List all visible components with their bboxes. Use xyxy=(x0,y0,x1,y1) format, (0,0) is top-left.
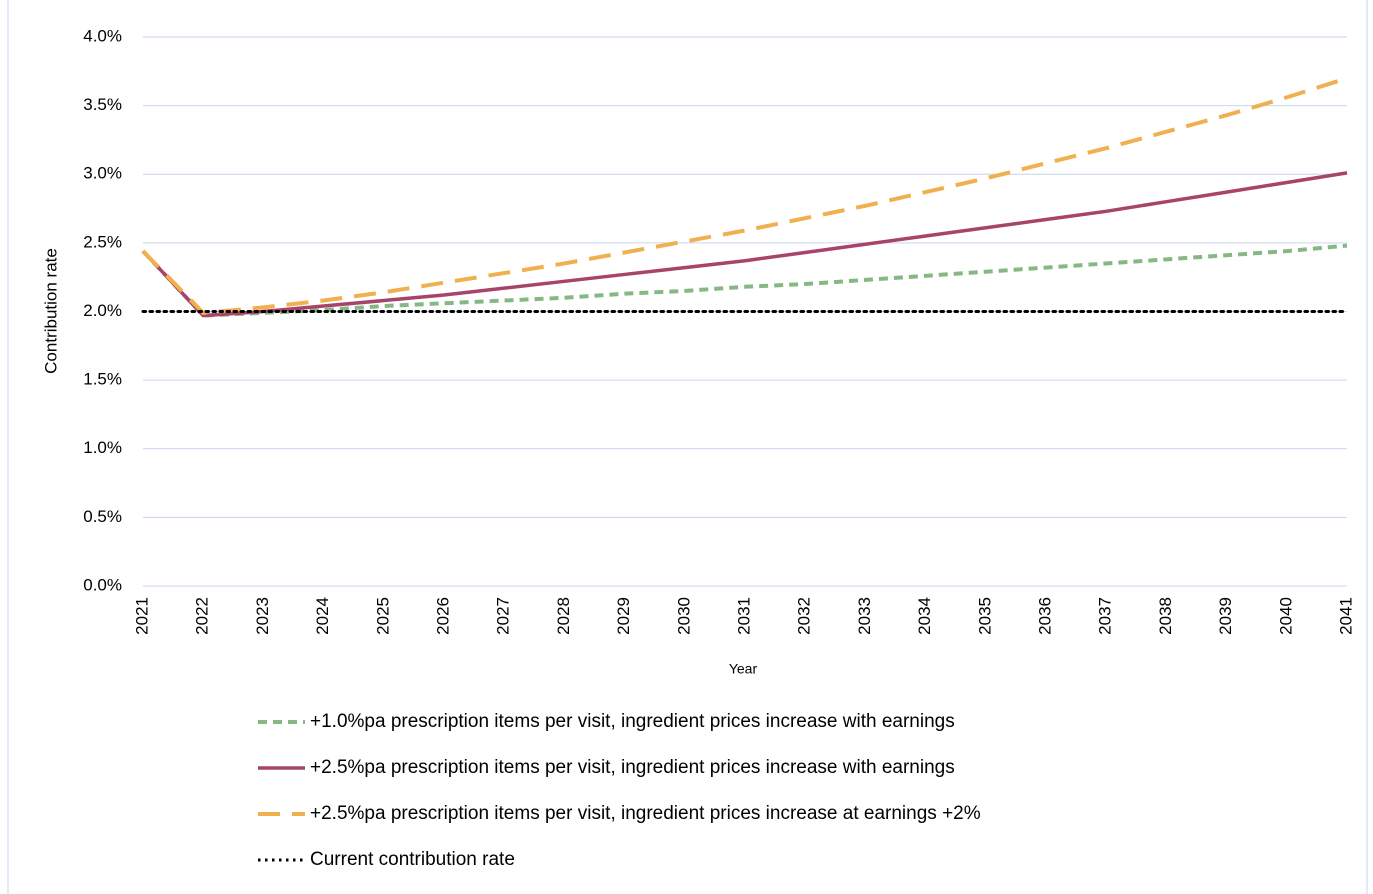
x-tick-label: 2025 xyxy=(373,597,392,635)
x-tick-label: 2035 xyxy=(975,597,994,635)
y-tick-label: 1.0% xyxy=(83,438,122,457)
y-tick-label: 3.0% xyxy=(83,164,122,183)
x-tick-label: 2030 xyxy=(674,597,693,635)
y-tick-label: 0.0% xyxy=(83,575,122,594)
x-tick-label: 2032 xyxy=(795,597,814,635)
x-tick-label: 2028 xyxy=(554,597,573,635)
x-tick-label: 2031 xyxy=(734,597,753,635)
y-tick-label: 0.5% xyxy=(83,507,122,526)
x-tick-label: 2033 xyxy=(855,597,874,635)
legend-label: Current contribution rate xyxy=(310,849,515,870)
x-tick-label: 2024 xyxy=(313,597,332,635)
y-tick-label: 2.0% xyxy=(83,301,122,320)
legend-label: +1.0%pa prescription items per visit, in… xyxy=(310,711,955,732)
x-tick-label: 2037 xyxy=(1096,597,1115,635)
y-tick-label: 2.5% xyxy=(83,232,122,251)
x-tick-label: 2034 xyxy=(915,597,934,635)
y-tick-label: 4.0% xyxy=(83,26,122,45)
x-tick-label: 2023 xyxy=(253,597,272,635)
x-axis-title: Year xyxy=(729,661,758,677)
x-tick-label: 2041 xyxy=(1336,597,1355,635)
y-tick-label: 1.5% xyxy=(83,370,122,389)
x-tick-label: 2026 xyxy=(433,597,452,635)
x-tick-label: 2022 xyxy=(193,597,212,635)
series-line xyxy=(141,243,1348,318)
legend-label: +2.5%pa prescription items per visit, in… xyxy=(310,803,981,824)
legend-label: +2.5%pa prescription items per visit, in… xyxy=(310,757,955,778)
series-line xyxy=(141,76,1348,315)
y-tick-label: 3.5% xyxy=(83,95,122,114)
series-line xyxy=(141,171,1348,318)
x-tick-label: 2027 xyxy=(494,597,513,635)
x-tick-label: 2038 xyxy=(1156,597,1175,635)
x-tick-label: 2029 xyxy=(614,597,633,635)
y-axis-title: Contribution rate xyxy=(41,248,60,374)
x-tick-label: 2039 xyxy=(1216,597,1235,635)
x-tick-label: 2021 xyxy=(132,597,151,635)
x-tick-label: 2036 xyxy=(1035,597,1054,635)
x-tick-label: 2040 xyxy=(1276,597,1295,635)
